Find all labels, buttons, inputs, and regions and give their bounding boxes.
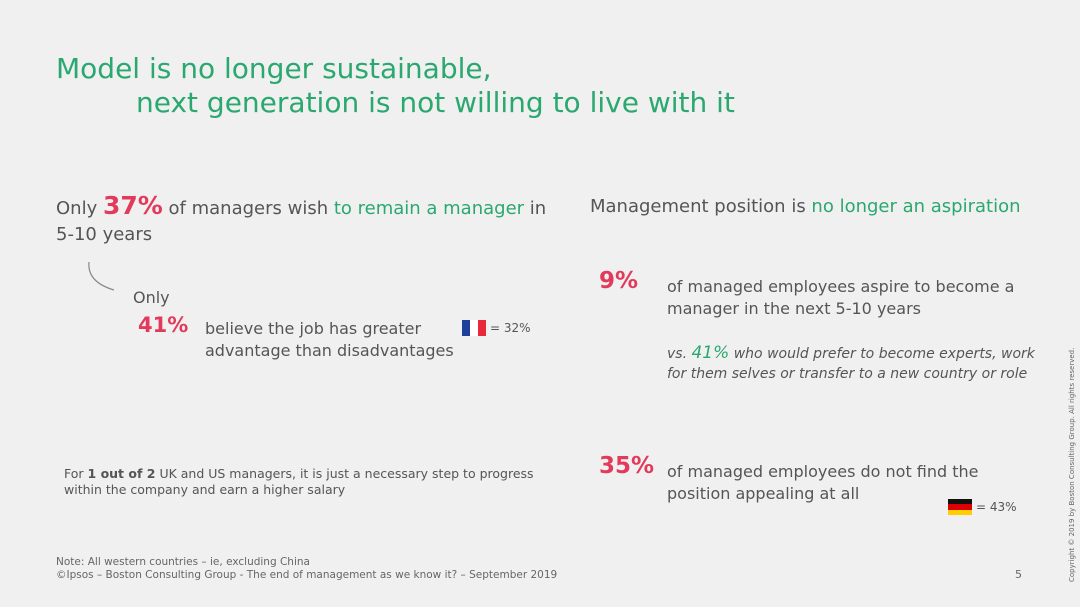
title-line-2: next generation is not willing to live w… [136, 86, 735, 119]
footer-note: Note: All western countries – ie, exclud… [56, 556, 310, 568]
left-heading-post: in 5-10 years [56, 198, 547, 245]
right-heading-pre: Management position is [590, 196, 812, 217]
germany-comparison: = 43% [948, 499, 1017, 515]
uk-us-note-bold: 1 out of 2 [87, 466, 156, 481]
title-line-1: Model is no longer sustainable, [56, 52, 492, 85]
stat-35-percent: 35% [599, 453, 655, 479]
stat-9-percent: 9% [599, 268, 639, 294]
slide-title: Model is no longer sustainable, next gen… [56, 52, 735, 120]
germany-value: = 43% [976, 500, 1017, 514]
experts-comparison: vs. 41% who would prefer to become exper… [667, 343, 1037, 384]
left-heading-highlight: to remain a manager [333, 198, 525, 219]
stat-35-description: of managed employees do not find the pos… [667, 462, 979, 503]
right-heading: Management position is no longer an aspi… [590, 196, 1021, 217]
flag-germany-icon [948, 499, 972, 515]
left-heading-mid: of managers wish [162, 198, 334, 219]
stat-41-percent: 41% [138, 313, 189, 337]
france-value: = 32% [490, 321, 531, 335]
france-comparison: = 32% [462, 320, 531, 336]
copyright-notice: Copyright © 2019 by Boston Consulting Gr… [1068, 347, 1076, 582]
left-heading-pre: Only [56, 198, 103, 219]
stat-9-description: of managed employees aspire to become a … [667, 277, 1015, 318]
vs-pre: vs. [667, 346, 692, 362]
vs-percent: 41% [691, 343, 730, 363]
right-heading-highlight: no longer an aspiration [811, 196, 1021, 217]
footer-source: ©Ipsos – Boston Consulting Group - The e… [56, 569, 558, 581]
page-number: 5 [1015, 568, 1022, 581]
connector-curve-icon [88, 261, 115, 291]
uk-us-note-post: UK and US managers, it is just a necessa… [64, 466, 534, 497]
flag-france-icon [462, 320, 486, 336]
uk-us-note-pre: For [64, 466, 88, 481]
vs-post: who would prefer to become experts, work… [667, 346, 1035, 382]
footer-notes: Note: All western countries – ie, exclud… [56, 556, 557, 582]
left-heading: Only 37% of managers wish to remain a ma… [56, 193, 556, 248]
stat-41-description: believe the job has greater advantage th… [205, 319, 454, 360]
uk-us-note: For 1 out of 2 UK and US managers, it is… [64, 466, 534, 498]
left-heading-percent: 37% [102, 191, 163, 220]
only-label: Only [133, 288, 170, 307]
